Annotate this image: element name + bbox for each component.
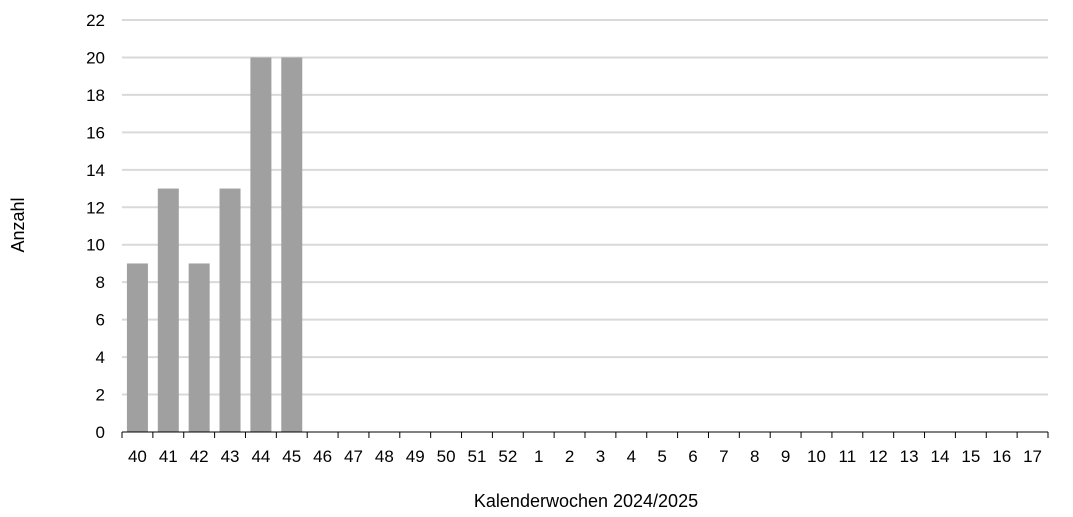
y-tick-label: 12 [86, 198, 105, 217]
x-tick-label: 1 [534, 447, 543, 466]
x-tick-label: 17 [1023, 447, 1042, 466]
x-tick-label: 9 [781, 447, 790, 466]
x-tick-label: 45 [282, 447, 301, 466]
bar-44 [250, 57, 272, 433]
bar-41 [157, 188, 179, 432]
x-tick-label: 5 [657, 447, 666, 466]
x-tick-label: 8 [750, 447, 759, 466]
y-tick-label: 2 [96, 386, 105, 405]
x-tick-label: 50 [437, 447, 456, 466]
y-tick-label: 4 [96, 348, 105, 367]
x-tick-label: 44 [251, 447, 270, 466]
y-tick-label: 8 [96, 273, 105, 292]
x-tick-label: 51 [468, 447, 487, 466]
x-tick-label: 10 [807, 447, 826, 466]
x-tick-label: 49 [406, 447, 425, 466]
x-tick-label: 47 [344, 447, 363, 466]
y-tick-label: 0 [96, 423, 105, 442]
y-axis-title: Anzahl [8, 197, 28, 252]
y-tick-label: 10 [86, 236, 105, 255]
x-tick-label: 16 [992, 447, 1011, 466]
x-tick-label: 3 [596, 447, 605, 466]
x-tick-label: 12 [869, 447, 888, 466]
bar-45 [281, 57, 303, 433]
x-tick-label: 41 [159, 447, 178, 466]
x-tick-label: 2 [565, 447, 574, 466]
x-axis: 40 41 42 43 44 45 46 47 48 49 50 51 52 1 2 3 4 5 6 7 8 9 10 11 1… [121, 431, 1049, 466]
x-tick-label: 6 [688, 447, 697, 466]
x-tick-label: 11 [839, 447, 857, 466]
y-tick-label: 22 [86, 11, 105, 30]
y-tick-label: 16 [86, 123, 105, 142]
x-tick-label: 14 [931, 447, 950, 466]
y-tick-label: 6 [96, 311, 105, 330]
bars [126, 57, 303, 433]
x-tick-label: 43 [221, 447, 240, 466]
x-tick-label: 7 [719, 447, 728, 466]
x-tick-label: 46 [313, 447, 332, 466]
bar-42 [188, 263, 210, 432]
y-tick-label: 18 [86, 86, 105, 105]
x-tick-label: 13 [900, 447, 919, 466]
x-axis-title: Kalenderwochen 2024/2025 [474, 491, 698, 511]
bar-40 [126, 263, 148, 432]
bar-43 [219, 188, 241, 432]
gridlines [122, 19, 1048, 396]
y-axis: 0 2 4 6 8 10 12 14 16 18 20 22 [86, 11, 105, 442]
x-tick-label: 40 [128, 447, 147, 466]
x-tick-label: 52 [498, 447, 517, 466]
x-tick-label: 15 [961, 447, 980, 466]
x-tick-label: 4 [627, 447, 636, 466]
x-tick-label: 42 [190, 447, 209, 466]
x-tick-label: 48 [375, 447, 394, 466]
y-tick-label: 20 [86, 48, 105, 67]
y-tick-label: 14 [86, 161, 105, 180]
